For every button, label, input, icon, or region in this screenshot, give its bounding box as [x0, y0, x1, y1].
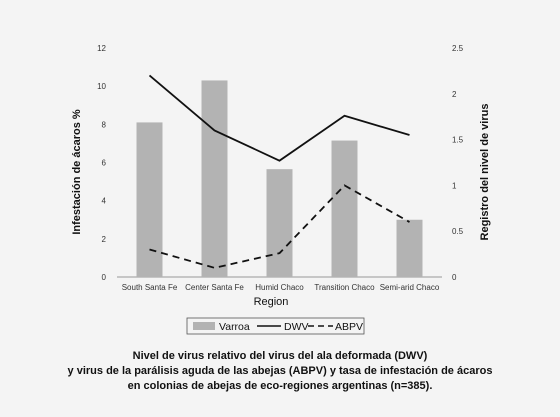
y2-tick-label-0: 0 [452, 273, 457, 282]
y-tick-label-5: 10 [97, 82, 106, 91]
bar-varroa-1 [201, 80, 228, 277]
bar-varroa-0 [136, 122, 163, 277]
caption-line-1: Nivel de virus relativo del virus del al… [132, 350, 428, 362]
x-tick-label-3: Transition Chaco [314, 283, 375, 292]
bar-varroa-2 [266, 169, 293, 277]
bars-group [136, 80, 423, 277]
legend-label-varroa: Varroa [219, 321, 250, 333]
y-tick-label-3: 6 [102, 159, 107, 168]
y-tick-label-1: 2 [102, 235, 107, 244]
y-axis-title: Infestación de ácaros % [71, 109, 83, 235]
y2-tick-label-1: 0.5 [452, 227, 464, 236]
y2-tick-label-3: 1.5 [452, 136, 464, 145]
legend: Varroa DWV ABPV [186, 317, 365, 335]
x-axis-title: Region [254, 296, 289, 308]
legend-swatch-varroa [193, 322, 215, 330]
caption-line-3: en colonias de abejas de eco-regiones ar… [127, 380, 433, 392]
figure-caption: Nivel de virus relativo del virus del al… [0, 349, 560, 394]
bar-varroa-3 [331, 140, 358, 277]
y2-axis-title: Registro del nivel de virus [479, 104, 491, 241]
caption-line-2: y virus de la parálisis aguda de las abe… [67, 365, 493, 377]
legend-label-dwv: DWV [284, 321, 309, 333]
y2-tick-label-5: 2.5 [452, 44, 464, 53]
right-axis-ticks: 0 0.5 1 1.5 2 2.5 [452, 44, 464, 282]
y2-tick-label-2: 1 [452, 181, 457, 190]
bar-varroa-4 [396, 219, 423, 277]
x-tick-label-0: South Santa Fe [122, 283, 178, 292]
lines-group [148, 74, 410, 269]
x-tick-label-1: Center Santa Fe [185, 283, 244, 292]
combo-chart: 0 2 4 6 8 10 12 0 0.5 1 1.5 2 2.5 South Santa Fe Cen… [71, 44, 491, 335]
line-dwv [148, 74, 410, 162]
y-tick-label-2: 4 [102, 197, 107, 206]
line-abpv [149, 184, 410, 269]
y-tick-label-0: 0 [102, 273, 107, 282]
x-tick-label-4: Semi-arid Chaco [380, 283, 440, 292]
left-axis-ticks: 0 2 4 6 8 10 12 [97, 44, 106, 282]
x-tick-label-2: Humid Chaco [255, 283, 304, 292]
y2-tick-label-4: 2 [452, 90, 457, 99]
y-tick-label-6: 12 [97, 44, 106, 53]
y-tick-label-4: 8 [102, 120, 107, 129]
x-axis-ticks: South Santa Fe Center Santa Fe Humid Chaco… [122, 283, 440, 292]
legend-label-abpv: ABPV [335, 321, 363, 333]
